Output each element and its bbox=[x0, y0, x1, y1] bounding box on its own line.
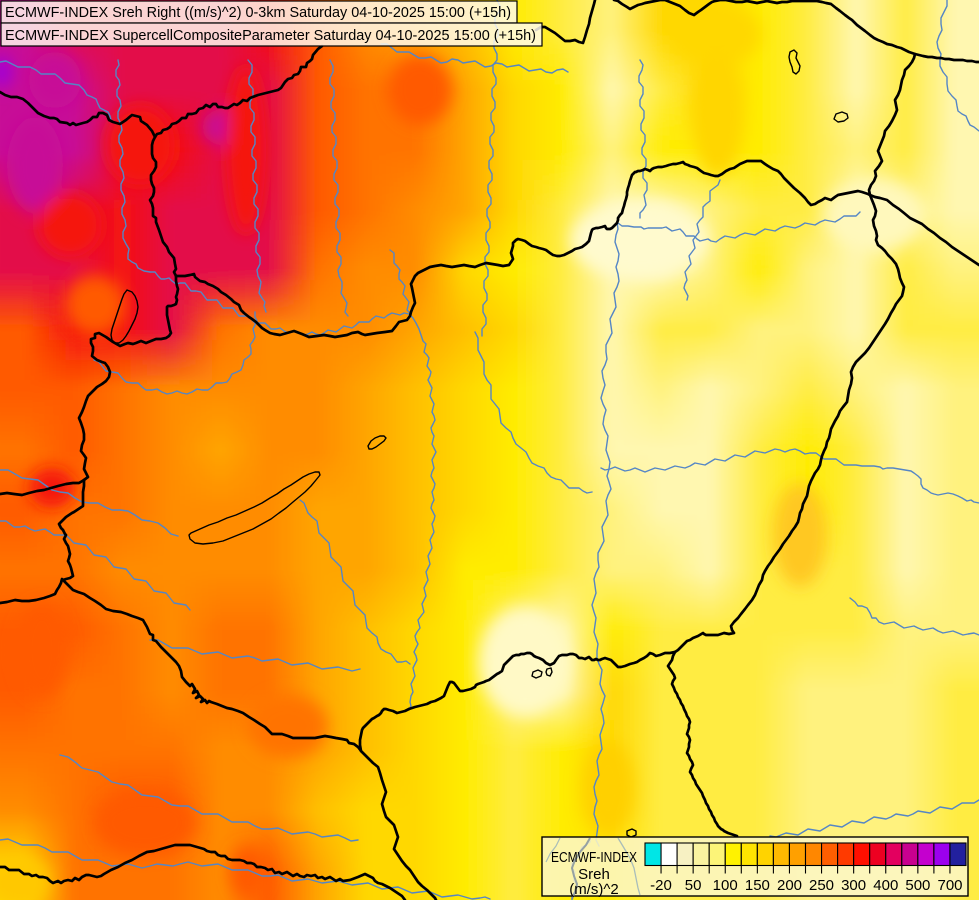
svg-text:300: 300 bbox=[841, 877, 866, 894]
svg-text:500: 500 bbox=[905, 877, 930, 894]
svg-text:100: 100 bbox=[713, 877, 738, 894]
svg-text:ECMWF-INDEX SupercellComposite: ECMWF-INDEX SupercellCompositeParameter … bbox=[5, 27, 536, 44]
svg-text:(m/s)^2: (m/s)^2 bbox=[569, 881, 619, 898]
svg-text:Sreh: Sreh bbox=[578, 866, 610, 883]
svg-text:200: 200 bbox=[777, 877, 802, 894]
svg-text:ECMWF-INDEX: ECMWF-INDEX bbox=[551, 849, 637, 866]
svg-text:50: 50 bbox=[685, 877, 702, 894]
svg-text:700: 700 bbox=[937, 877, 962, 894]
svg-text:250: 250 bbox=[809, 877, 834, 894]
svg-text:150: 150 bbox=[745, 877, 770, 894]
svg-text:400: 400 bbox=[873, 877, 898, 894]
svg-text:ECMWF-INDEX Sreh Right ((m/s)^: ECMWF-INDEX Sreh Right ((m/s)^2) 0-3km S… bbox=[5, 4, 511, 21]
svg-text:-20: -20 bbox=[650, 877, 672, 894]
